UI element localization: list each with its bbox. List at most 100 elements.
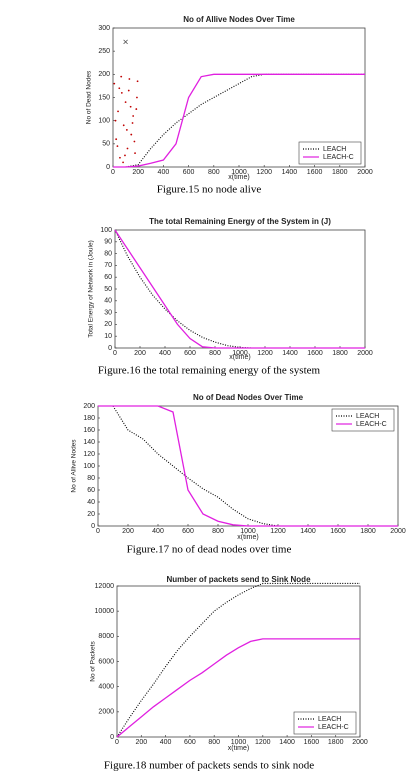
chart-title: The total Remaining Energy of the System…: [149, 217, 331, 226]
x-tick-label: 1600: [330, 528, 346, 535]
point: [132, 115, 135, 117]
series-line: [116, 638, 360, 738]
x-axis-label: x(time): [228, 745, 249, 752]
legend-label: LEACH: [356, 413, 379, 420]
legend-box: [331, 408, 395, 432]
x-tick-label: 800: [209, 350, 221, 357]
y-tick-label: 100: [100, 227, 112, 234]
y-tick-label: 120: [83, 451, 95, 458]
x-tick-label: 1000: [240, 528, 256, 535]
series-line: [114, 229, 365, 349]
y-axis-label: No of Allive Nodes: [71, 439, 78, 493]
chart: The total Remaining Energy of the System…: [88, 217, 373, 376]
y-tick-label: 40: [87, 499, 95, 506]
x-tick-label: 400: [159, 350, 171, 357]
y-tick-label: 60: [104, 274, 112, 281]
x-tick-label: 1800: [332, 350, 348, 357]
series-line: [114, 229, 365, 349]
y-axis-label: No of Packets: [90, 641, 97, 682]
chart-title: No of Allive Nodes Over Time: [183, 15, 295, 24]
y-tick-label: 80: [87, 475, 95, 482]
y-tick-label: 10: [104, 333, 112, 340]
figure-caption: Figure.15 no node alive: [157, 184, 262, 196]
legend-label: LEACH-C: [323, 154, 354, 161]
x-tick-label: 2000: [357, 350, 373, 357]
legend-label: LEACH: [318, 716, 341, 723]
x-tick-label: 1000: [231, 169, 247, 176]
y-tick-label: 80: [104, 250, 112, 257]
x-tick-label: 600: [182, 528, 194, 535]
point: [124, 101, 127, 104]
point: [131, 122, 134, 124]
point: [130, 133, 133, 136]
x-tick-label: 1400: [279, 739, 295, 746]
y-tick-label: 140: [83, 439, 95, 446]
x-tick-label: 600: [183, 169, 195, 176]
y-tick-label: 0: [91, 523, 95, 530]
series-line: [113, 73, 365, 168]
x-tick-label: 800: [208, 169, 220, 176]
y-tick-label: 0: [106, 164, 110, 171]
figure-caption: Figure.16 the total remaining energy of …: [98, 365, 321, 377]
series-line: [98, 405, 398, 527]
chart-title: Number of packets send to Sink Node: [166, 575, 311, 584]
y-tick-label: 4000: [98, 684, 114, 691]
series-line: [98, 405, 398, 527]
x-tick-label: 0: [111, 169, 115, 176]
y-tick-label: 90: [104, 239, 112, 246]
x-tick-label: 600: [184, 350, 196, 357]
x-tick-label: 2000: [352, 739, 368, 746]
x-tick-label: 2000: [390, 528, 406, 535]
x-tick-label: 1000: [231, 739, 247, 746]
point: [133, 140, 136, 143]
x-tick-label: 0: [96, 528, 100, 535]
legend-label: LEACH: [323, 146, 346, 153]
point: [135, 108, 138, 110]
y-tick-label: 70: [104, 262, 112, 269]
y-tick-label: 60: [87, 487, 95, 494]
legend-label: LEACH-C: [356, 421, 387, 428]
chart: No of Allive Nodes Over Time x(time) No of…: [86, 15, 373, 195]
y-tick-label: 50: [104, 286, 112, 293]
x-tick-label: 200: [132, 169, 144, 176]
y-tick-label: 150: [98, 94, 110, 101]
chart: No of Dead Nodes Over Time x(time) No of A…: [71, 393, 406, 555]
x-tick-label: 1400: [300, 528, 316, 535]
x-tick-label: 1400: [282, 169, 298, 176]
y-tick-label: 0: [108, 345, 112, 352]
x-tick-label: 1200: [257, 350, 273, 357]
x-tick-label: 400: [158, 169, 170, 176]
x-tick-label: 0: [113, 350, 117, 357]
point: [120, 91, 123, 94]
x-tick-label: 1800: [332, 169, 348, 176]
x-axis-label: x(time): [229, 354, 250, 361]
y-tick-label: 200: [83, 403, 95, 410]
chart-title: No of Dead Nodes Over Time: [193, 393, 304, 402]
y-tick-label: 12000: [95, 583, 115, 590]
y-tick-label: 180: [83, 415, 95, 422]
point: [114, 119, 117, 122]
y-tick-label: 200: [98, 71, 110, 78]
x-tick-label: 200: [135, 739, 147, 746]
x-tick-label: 1200: [255, 739, 271, 746]
point: [116, 145, 119, 148]
x-tick-label: 200: [134, 350, 146, 357]
point: [125, 129, 128, 131]
x-axis-label: x(time): [228, 174, 249, 181]
point: [136, 80, 139, 83]
point: [120, 75, 123, 78]
x-tick-label: 800: [212, 528, 224, 535]
x-tick-label: 1600: [307, 169, 323, 176]
legend-box: [298, 141, 362, 165]
legend-box: [293, 711, 357, 735]
point: [122, 161, 124, 164]
y-tick-label: 2000: [98, 709, 114, 716]
x-tick-label: 400: [152, 528, 164, 535]
y-tick-label: 160: [83, 427, 95, 434]
x-tick-label: 1600: [307, 350, 323, 357]
point: [113, 82, 116, 85]
legend-label: LEACH-C: [318, 724, 349, 731]
x-tick-label: 0: [115, 739, 119, 746]
y-tick-label: 20: [104, 321, 112, 328]
